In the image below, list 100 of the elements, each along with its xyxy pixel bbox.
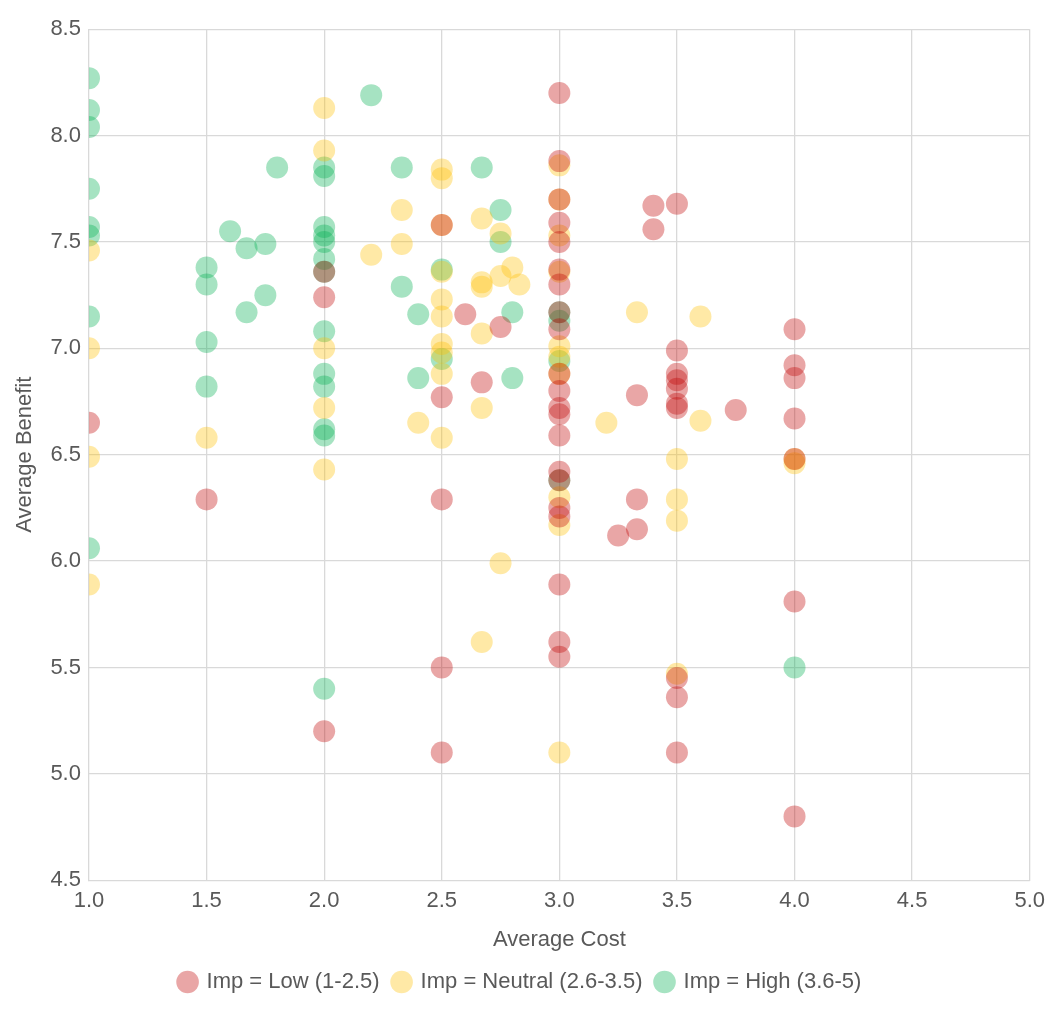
point (548, 741, 571, 764)
point (665, 667, 688, 690)
point (430, 741, 453, 764)
point (195, 426, 218, 449)
point (235, 301, 258, 324)
point (313, 165, 336, 187)
point (548, 230, 571, 253)
point (430, 167, 453, 190)
y-tick-label: 7.5 (50, 228, 81, 254)
point (235, 237, 258, 260)
point (783, 656, 806, 679)
point (313, 139, 336, 162)
point (470, 207, 493, 230)
point (313, 396, 336, 419)
y-tick-label: 8.0 (50, 121, 81, 147)
point (548, 573, 571, 596)
legend-label: Imp = Low (1-2.5) (206, 968, 380, 994)
point (454, 303, 477, 326)
point (407, 367, 430, 390)
legend-label: Imp = Neutral (2.6-3.5) (420, 968, 643, 994)
point (195, 273, 218, 296)
point (689, 409, 712, 432)
point (313, 424, 336, 447)
point (783, 590, 806, 613)
x-tick-label: 4.5 (896, 887, 928, 913)
point (360, 84, 383, 107)
point (407, 303, 430, 326)
y-tick-label: 8.5 (50, 15, 81, 41)
point (489, 316, 512, 339)
x-axis-title: Average Cost (492, 925, 626, 951)
point (548, 82, 571, 105)
x-tick-label: 4.0 (779, 887, 810, 913)
point (313, 720, 336, 743)
point (195, 488, 218, 511)
point (642, 218, 665, 241)
x-tick-label: 1.5 (191, 887, 222, 913)
point (390, 233, 413, 256)
point (407, 411, 430, 434)
point (313, 96, 336, 119)
point (548, 424, 571, 447)
x-tick-label: 5.0 (1014, 887, 1046, 913)
point (313, 286, 336, 309)
point (430, 488, 453, 511)
point (625, 384, 648, 407)
point (625, 518, 648, 541)
point (254, 284, 277, 307)
point (390, 275, 413, 298)
point (266, 156, 289, 179)
x-tick-label: 3.0 (544, 887, 575, 913)
point (783, 318, 806, 341)
point (489, 199, 512, 222)
point (607, 524, 630, 547)
x-tick-label: 2.0 (308, 887, 340, 913)
point (665, 741, 688, 764)
point (665, 447, 688, 470)
point (254, 233, 277, 256)
point (470, 630, 493, 653)
x-tick-label: 2.5 (426, 887, 458, 913)
point (360, 243, 383, 266)
point (548, 505, 571, 528)
point (313, 677, 336, 700)
point (595, 411, 618, 434)
point (665, 686, 688, 709)
x-tick-label: 3.5 (661, 887, 693, 913)
legend-label: Imp = High (3.6-5) (683, 968, 862, 994)
point (501, 301, 524, 324)
point (219, 220, 242, 243)
y-tick-label: 5.5 (50, 653, 81, 679)
point (642, 194, 665, 217)
point (783, 407, 806, 430)
point (470, 322, 493, 345)
point (548, 318, 571, 341)
point (501, 256, 524, 279)
y-tick-label: 6.5 (50, 440, 81, 466)
point (195, 375, 218, 398)
point (489, 222, 512, 245)
y-tick-label: 6.0 (50, 547, 81, 573)
point (508, 273, 531, 296)
point (470, 371, 493, 394)
point (665, 339, 688, 362)
point (665, 488, 688, 511)
point (313, 458, 336, 481)
point (625, 488, 648, 511)
point (390, 156, 413, 179)
point (489, 552, 512, 575)
point (470, 396, 493, 419)
point (689, 305, 712, 328)
y-tick-label: 7.0 (50, 334, 81, 360)
point (430, 341, 453, 364)
point (548, 273, 571, 296)
point (625, 301, 648, 324)
point (470, 156, 493, 179)
y-axis-title: Average Benefit (11, 376, 37, 533)
point (195, 330, 218, 353)
point (390, 199, 413, 222)
point (548, 211, 571, 234)
point (430, 426, 453, 449)
point (313, 337, 336, 360)
point (783, 805, 806, 828)
y-tick-label: 5.0 (50, 759, 81, 785)
